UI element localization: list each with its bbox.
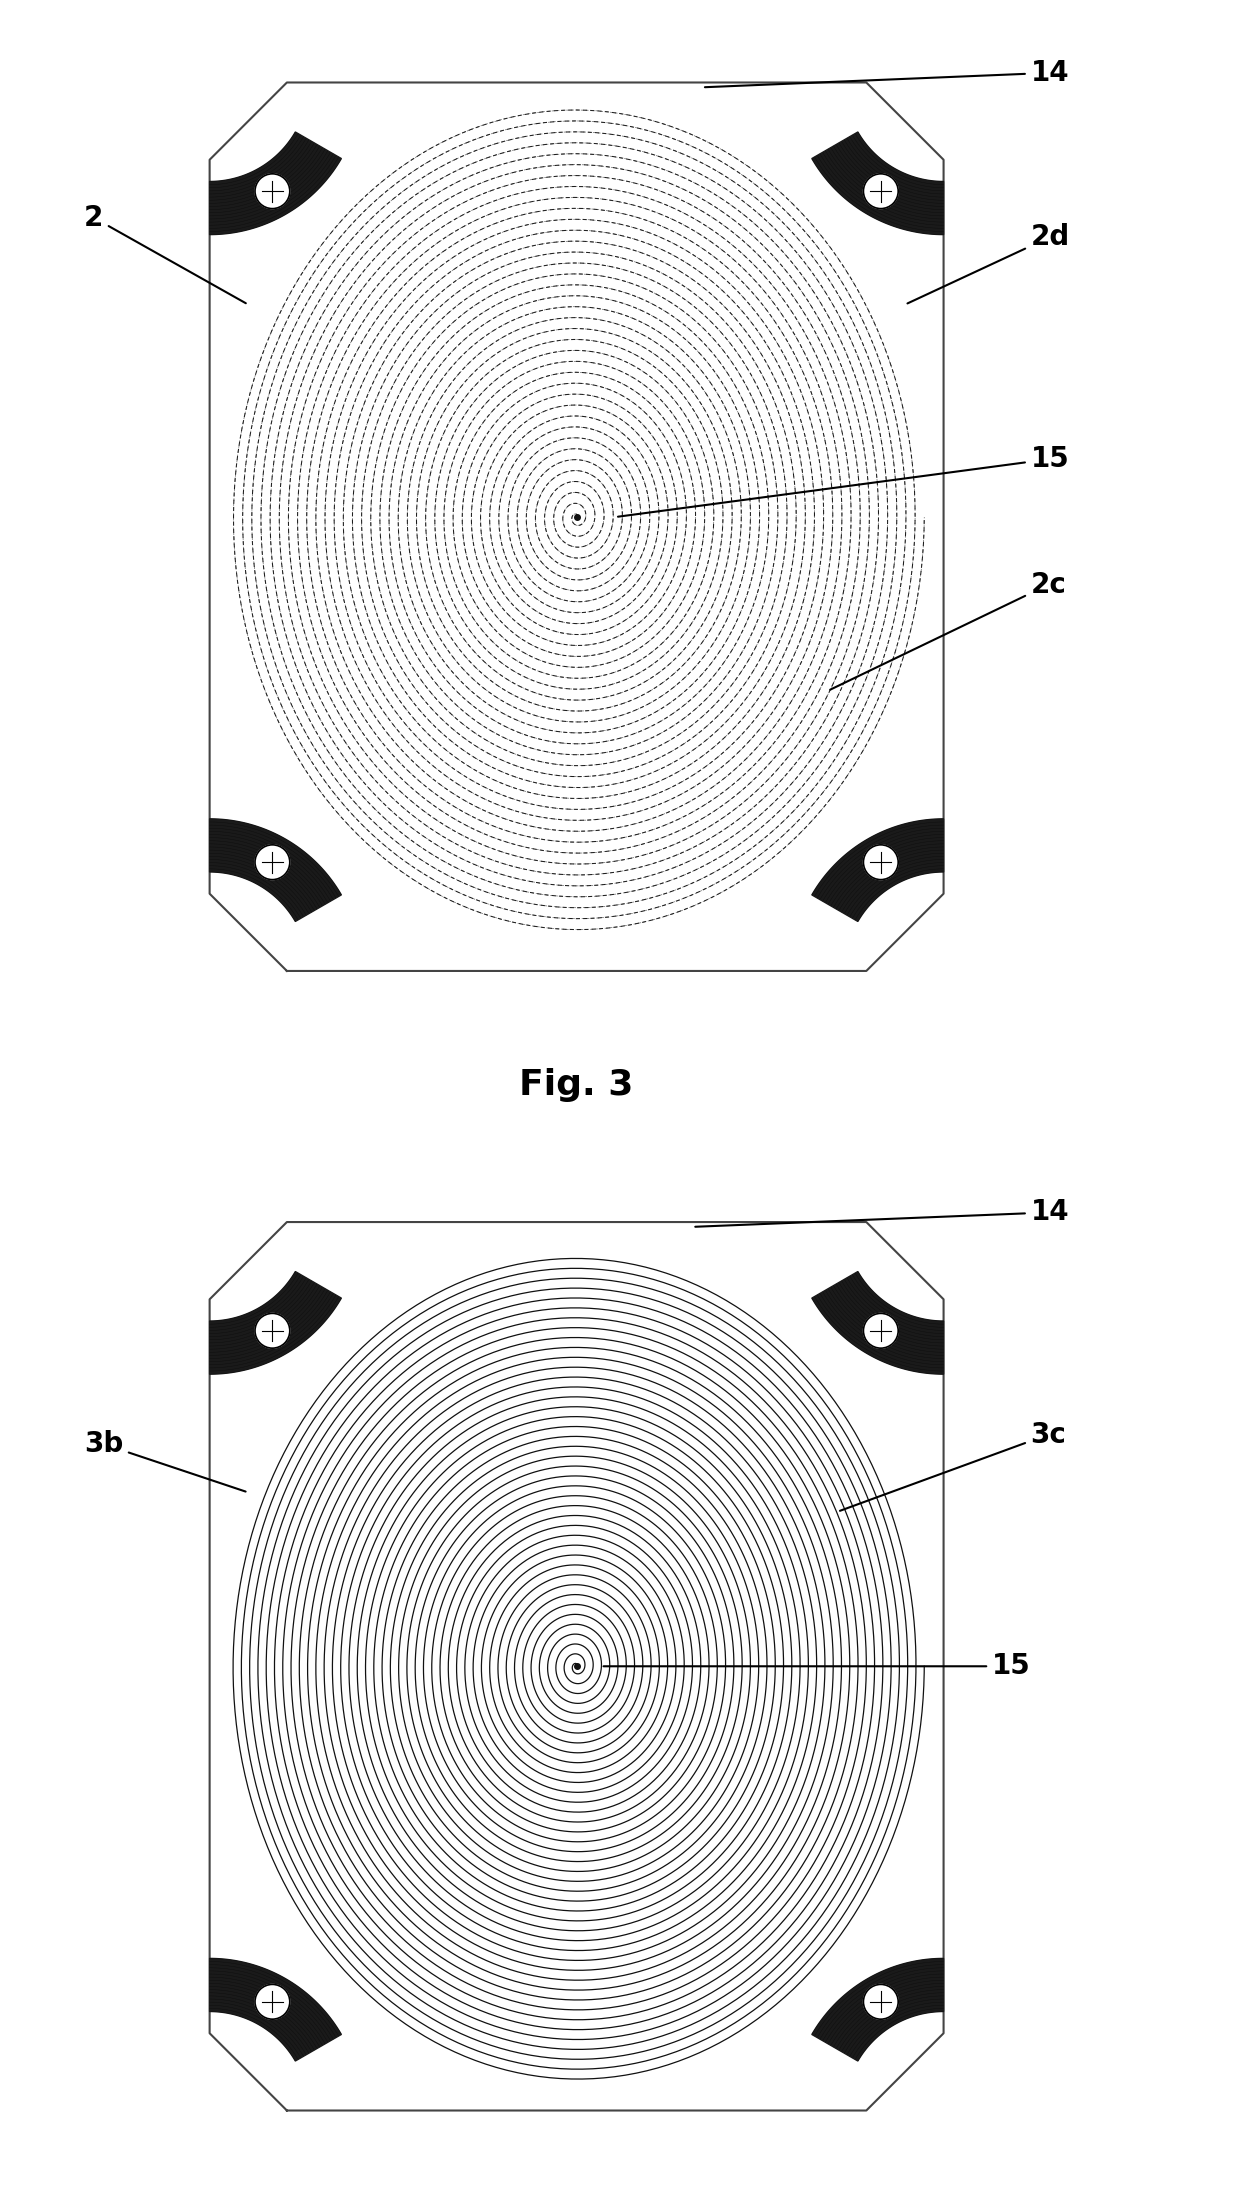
- Circle shape: [863, 1985, 898, 2020]
- Circle shape: [255, 1314, 290, 1349]
- Polygon shape: [210, 1272, 341, 1375]
- Text: 3b: 3b: [84, 1430, 246, 1491]
- Text: Fig. 3: Fig. 3: [520, 1068, 634, 1101]
- Text: 2: 2: [84, 204, 246, 303]
- Polygon shape: [210, 818, 341, 921]
- Text: 3c: 3c: [839, 1421, 1066, 1511]
- Circle shape: [255, 844, 290, 879]
- Text: 2c: 2c: [831, 570, 1066, 689]
- Polygon shape: [210, 132, 341, 235]
- Text: 14: 14: [696, 1197, 1069, 1226]
- Circle shape: [863, 1314, 898, 1349]
- Circle shape: [863, 173, 898, 208]
- Text: 15: 15: [604, 1651, 1030, 1680]
- Circle shape: [255, 1985, 290, 2020]
- Polygon shape: [812, 1272, 944, 1375]
- Polygon shape: [812, 1958, 944, 2061]
- Text: 14: 14: [704, 59, 1069, 88]
- Circle shape: [863, 844, 898, 879]
- Text: 2d: 2d: [908, 224, 1070, 303]
- Circle shape: [255, 173, 290, 208]
- Text: 15: 15: [618, 445, 1069, 518]
- Polygon shape: [812, 818, 944, 921]
- Polygon shape: [812, 132, 944, 235]
- Polygon shape: [210, 1958, 341, 2061]
